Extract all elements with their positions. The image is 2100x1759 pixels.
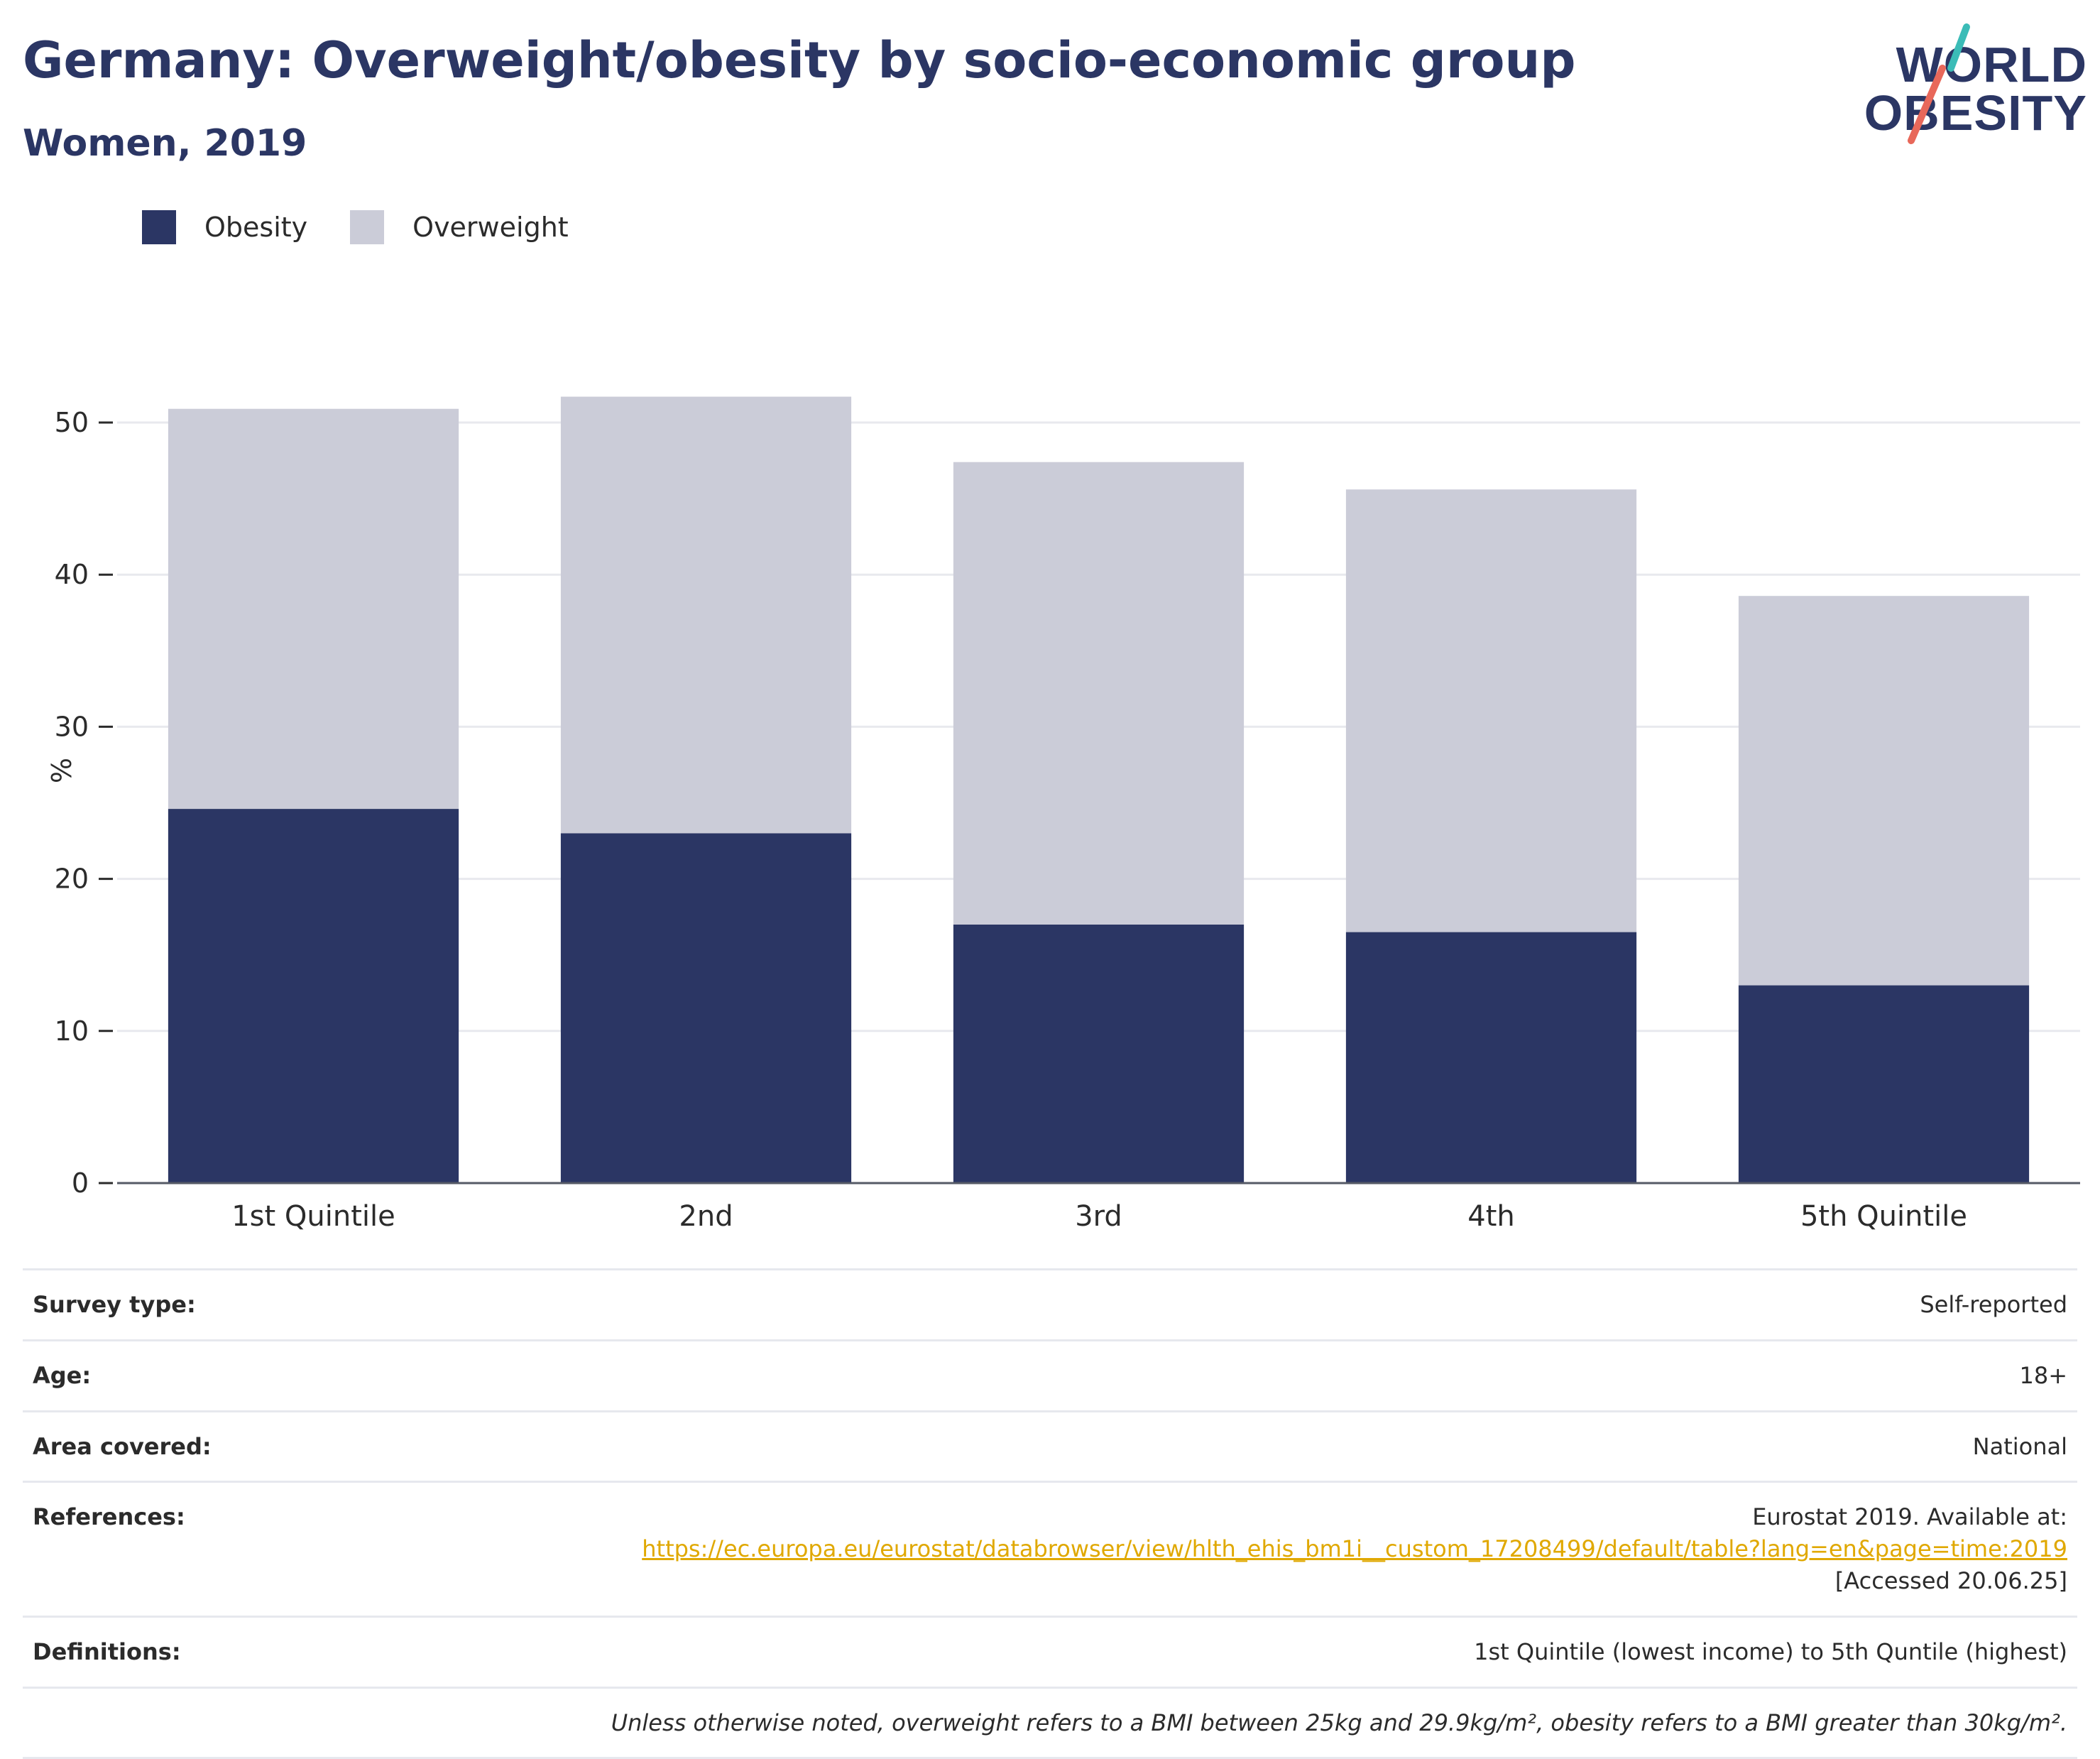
age-value: 18+ [540,1339,2077,1412]
legend-swatch-obesity [142,210,176,244]
bar-obesity [1738,985,2030,1183]
y-tick-label: 10 [55,1015,89,1047]
y-tick-label: 40 [55,559,89,590]
references-value: Eurostat 2019. Available at: https://ec.… [540,1481,2077,1617]
info-row-references: References: Eurostat 2019. Available at:… [23,1481,2077,1617]
y-axis-label: % [45,758,76,783]
legend-label-overweight: Overweight [412,212,569,243]
bar-overweight [1345,489,1637,932]
y-tick-label: 30 [55,711,89,742]
x-tick-label: 3rd [1075,1200,1122,1233]
definitions-label: Definitions: [23,1615,540,1688]
area-label: Area covered: [23,1410,540,1482]
bar-overweight [560,396,852,834]
survey-type-value: Self-reported [540,1268,2077,1341]
legend-item-overweight: Overweight [350,210,569,244]
logo-line2: OBESITY [1864,85,2087,141]
age-label: Age: [23,1339,540,1412]
references-label: References: [23,1481,540,1617]
x-tick-label: 1st Quintile [231,1200,395,1233]
world-obesity-logo: WORLD OBESITY [1846,20,2087,148]
info-row-definitions: Definitions: 1st Quintile (lowest income… [23,1615,2077,1688]
bar-obesity [560,833,852,1183]
legend-swatch-overweight [350,210,385,244]
footnote: Unless otherwise noted, overweight refer… [23,1686,2077,1759]
logo-slash-icon [1908,23,1970,144]
references-link[interactable]: https://ec.europa.eu/eurostat/databrowse… [642,1535,2067,1563]
x-tick-label: 2nd [679,1200,733,1233]
info-row-survey-type: Survey type: Self-reported [23,1268,2077,1341]
info-table: Survey type: Self-reported Age: 18+ Area… [23,1268,2077,1759]
page-subtitle: Women, 2019 [23,122,307,165]
x-tick-label: 4th [1467,1200,1514,1233]
bar-overweight [1738,596,2030,986]
x-tick-label: 5th Quintile [1800,1200,1967,1233]
bar-obesity [1345,932,1637,1183]
area-value: National [540,1410,2077,1482]
survey-type-label: Survey type: [23,1268,540,1341]
bar-obesity [168,809,459,1183]
stacked-bar-chart: 0 10 20 30 40 50% 1st Quintile 2nd 3rd 4th 5th Qui… [45,396,2080,1233]
y-tick-label: 50 [55,407,89,438]
info-row-age: Age: 18+ [23,1339,2077,1412]
legend-label-obesity: Obesity [204,212,308,243]
definitions-value: 1st Quintile (lowest income) to 5th Qunt… [540,1615,2077,1688]
bar-overweight [168,408,459,810]
y-tick-label: 0 [72,1167,89,1199]
y-tick-label: 20 [55,864,89,895]
page-title: Germany: Overweight/obesity by socio-eco… [23,31,1576,89]
logo-line1: WORLD [1896,37,2087,92]
bar-overweight [953,462,1245,925]
references-suffix: [Accessed 20.06.25] [1834,1567,2067,1594]
info-row-area: Area covered: National [23,1410,2077,1482]
info-row-footnote: Unless otherwise noted, overweight refer… [23,1686,2077,1759]
bar-obesity [953,924,1245,1183]
references-prefix: Eurostat 2019. Available at: [1752,1503,2067,1531]
legend-item-obesity: Obesity [142,210,307,244]
chart-legend: Obesity Overweight [142,210,611,244]
